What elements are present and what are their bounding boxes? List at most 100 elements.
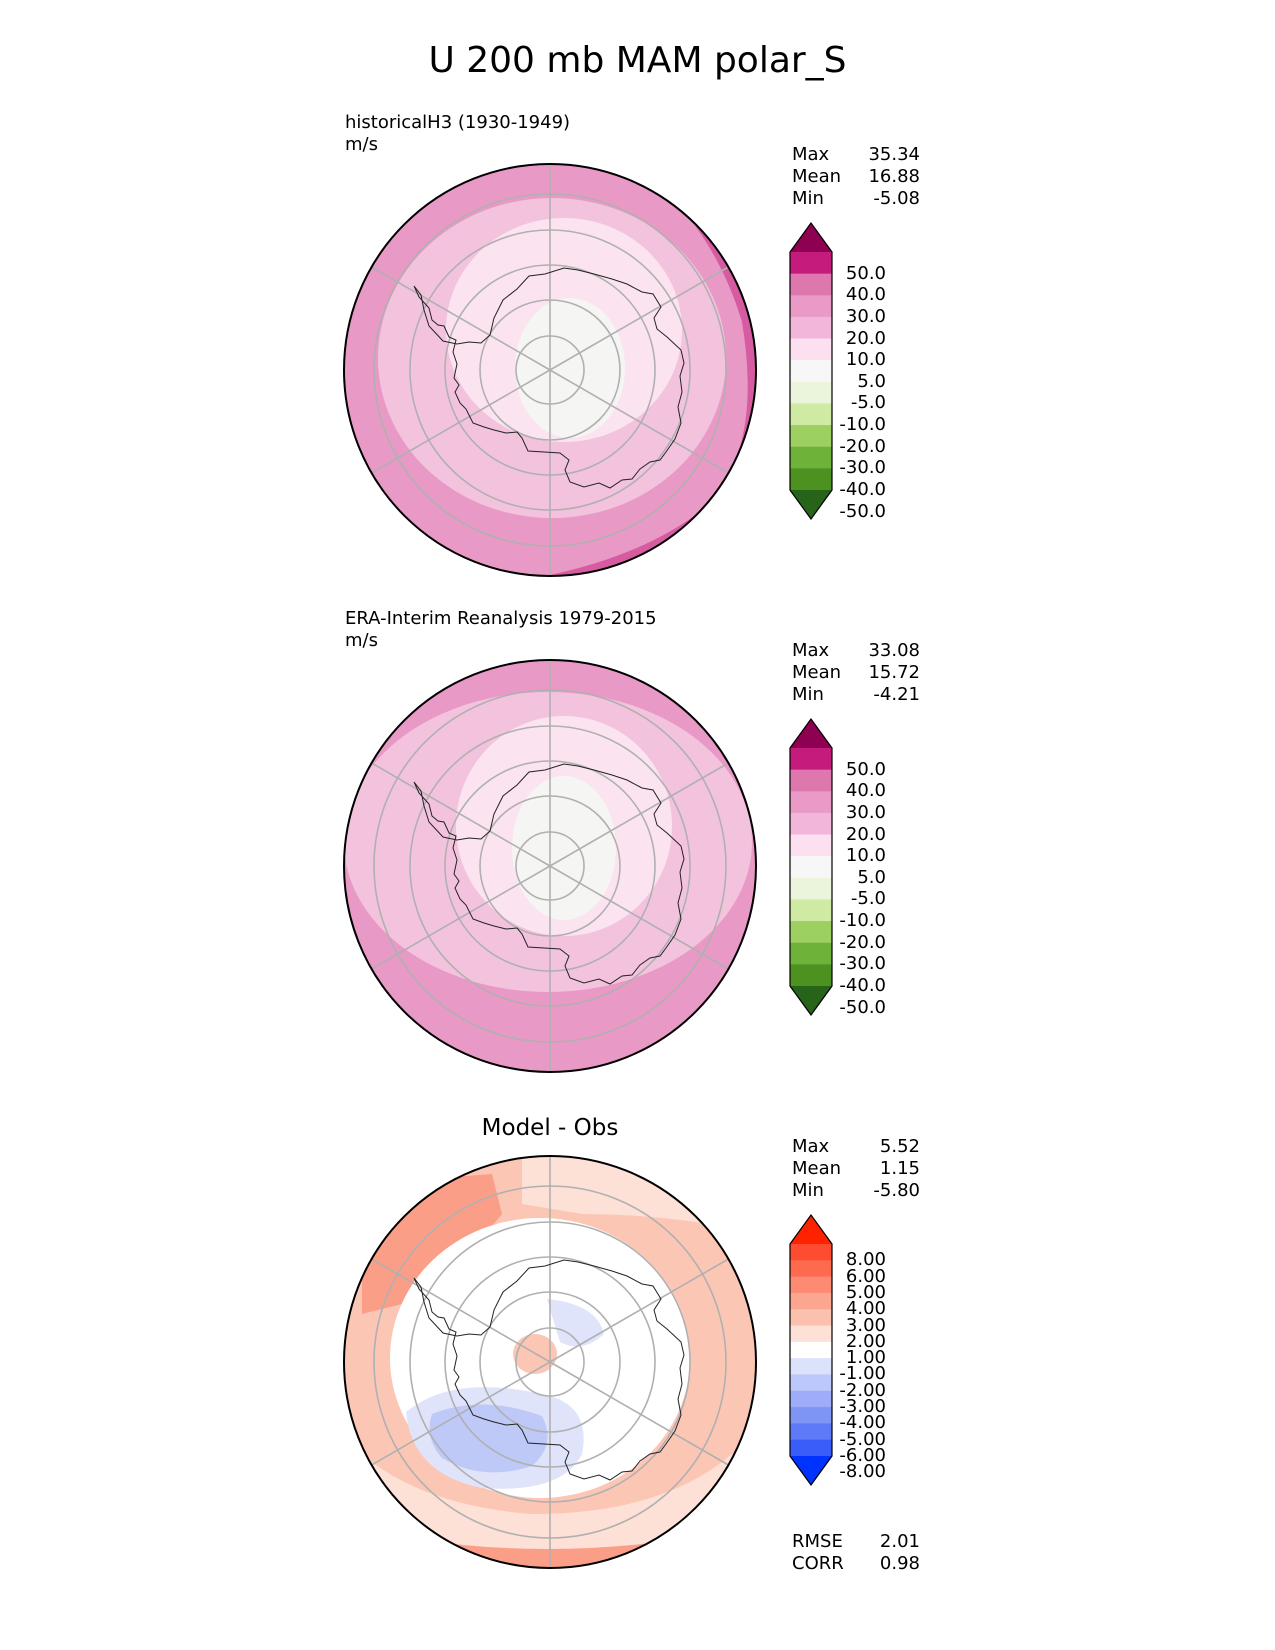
obs-colorbar-color-step <box>790 791 832 814</box>
diff-colorbar-tick-label: 2.00 <box>845 1330 886 1352</box>
obs-colorbar-color-step <box>790 812 832 836</box>
rmse-value: 2.01 <box>879 1531 920 1552</box>
model-colorbar-color-step <box>790 338 832 361</box>
rmse-label: RMSE <box>792 1531 843 1552</box>
panel-3-mean-label: Mean <box>792 1158 842 1179</box>
obs-colorbar-color-step <box>790 856 832 879</box>
model-colorbar-tick-label: -5.0 <box>850 392 886 414</box>
panel-3-max-value: 5.52 <box>879 1136 920 1157</box>
panel-3-mean-value: 1.15 <box>879 1158 920 1179</box>
model-colorbar-tick-label: 50.0 <box>845 262 886 284</box>
model-colorbar-color-step <box>790 316 832 340</box>
diff-colorbar-tick-label: 8.00 <box>845 1249 886 1271</box>
diff-colorbar-extend-bottom <box>790 1456 832 1485</box>
diff-colorbar-color-step <box>790 1309 832 1327</box>
corr-label: CORR <box>792 1553 844 1574</box>
panel-1-units: m/s <box>345 134 378 155</box>
obs-colorbar-extend-bottom <box>790 986 832 1015</box>
diff-colorbar-color-step <box>790 1439 832 1457</box>
panel-2-mean-value: 15.72 <box>868 662 920 683</box>
panel-2-max-label: Max <box>792 640 830 661</box>
model-colorbar-outline <box>789 221 833 521</box>
undefined-boundary <box>343 1155 757 1569</box>
obs-colorbar-tick-label: 20.0 <box>845 823 886 845</box>
model-colorbar-color-step <box>790 273 832 296</box>
difference-map <box>343 1155 757 1569</box>
diff-colorbar-tick-label: 6.00 <box>845 1265 886 1287</box>
obs-colorbar-tick-label: -5.0 <box>850 888 886 910</box>
diff-colorbar-tick-label: -8.00 <box>839 1461 886 1483</box>
obs-colorbar-tick-label: 50.0 <box>845 758 886 780</box>
model-colorbar-tick-label: -50.0 <box>839 500 886 522</box>
diff-colorbar-tick-label: -1.00 <box>839 1363 886 1385</box>
undefined-boundary <box>343 659 757 1073</box>
diff-colorbar-color-step <box>790 1423 832 1441</box>
diff-colorbar-tick-label: 1.00 <box>845 1347 886 1369</box>
figure-title: U 200 mb MAM polar_S <box>428 40 847 81</box>
model-colorbar-extend-bottom <box>790 490 832 519</box>
field-band-near-zero <box>512 776 616 920</box>
diff-colorbar-color-step <box>790 1390 832 1408</box>
model-colorbar-color-step <box>790 425 832 448</box>
undefined-meridian <box>371 865 551 970</box>
panel-2-min-value: -4.21 <box>873 684 920 705</box>
obs-colorbar-tick-label: 5.0 <box>857 866 886 888</box>
panel-1-mean-value: 16.88 <box>868 166 920 187</box>
panel-2-max-value: 33.08 <box>868 640 920 661</box>
undefined-coastline <box>413 1259 685 1481</box>
diff-colorbar-tick-label: 5.00 <box>845 1281 886 1303</box>
obs-colorbar-color-step <box>790 964 832 987</box>
corr-value: 0.98 <box>879 1553 920 1574</box>
obs-colorbar-color-step <box>790 942 832 965</box>
diff-colorbar-tick-label: 4.00 <box>845 1298 886 1320</box>
undefined-meridian <box>549 865 729 970</box>
panel-1-max-value: 35.34 <box>868 144 920 165</box>
undefined-meridian <box>549 1258 729 1363</box>
diff-colorbar-tick-label: -4.00 <box>839 1412 886 1434</box>
obs-colorbar-tick-label: -50.0 <box>839 996 886 1018</box>
obs-colorbar-color-step <box>790 834 832 857</box>
field-band-neg-2-3 <box>429 1404 548 1473</box>
model-colorbar-color-step <box>790 360 832 383</box>
model-colorbar-tick-label: 20.0 <box>845 327 886 349</box>
undefined-graticule <box>371 1156 729 1568</box>
model-colorbar-color-step <box>790 252 832 275</box>
model-colorbar-tick-label: -30.0 <box>839 457 886 479</box>
undefined-meridian <box>371 266 551 371</box>
model-colorbar-tick-label: 40.0 <box>845 284 886 306</box>
undefined-coastline <box>413 267 685 489</box>
diff-colorbar <box>789 1213 833 1487</box>
diff-colorbar-color-step <box>790 1325 832 1343</box>
panel-2-units: m/s <box>345 630 378 651</box>
diff-colorbar-color-step <box>790 1374 832 1392</box>
panel-3-title: Model - Obs <box>481 1115 619 1141</box>
obs-colorbar-color-step <box>790 921 832 944</box>
diff-colorbar-color-step <box>790 1244 832 1261</box>
obs-colorbar-tick-label: 40.0 <box>845 780 886 802</box>
diff-colorbar-color-step <box>790 1358 832 1375</box>
diff-colorbar-color-step <box>790 1341 832 1359</box>
model-colorbar-color-step <box>790 295 832 318</box>
model-colorbar <box>789 221 833 521</box>
diff-colorbar-color-step <box>790 1260 832 1278</box>
model-map <box>343 163 757 577</box>
field-band-near-zero <box>515 298 625 438</box>
model-colorbar-tick-label: -40.0 <box>839 479 886 500</box>
panel-3-max-label: Max <box>792 1136 830 1157</box>
panel-1-min-label: Min <box>792 188 824 209</box>
obs-colorbar-tick-label: 30.0 <box>845 801 886 823</box>
undefined-meridian <box>549 1361 729 1466</box>
panel-1-max-label: Max <box>792 144 830 165</box>
obs-colorbar-extend-top <box>790 719 832 748</box>
undefined-meridian <box>549 762 729 867</box>
model-colorbar-color-step <box>790 381 832 404</box>
panel-3-min-value: -5.80 <box>873 1180 920 1201</box>
undefined-meridian <box>371 369 551 474</box>
diff-colorbar-color-step <box>790 1276 832 1294</box>
panel-2-mean-label: Mean <box>792 662 842 683</box>
obs-colorbar-tick-label: -10.0 <box>839 910 886 932</box>
undefined-meridian <box>549 369 729 474</box>
diff-colorbar-extend-top <box>790 1215 832 1244</box>
diff-colorbar-color-step <box>790 1407 832 1424</box>
model-colorbar-tick-label: 5.0 <box>857 370 886 392</box>
